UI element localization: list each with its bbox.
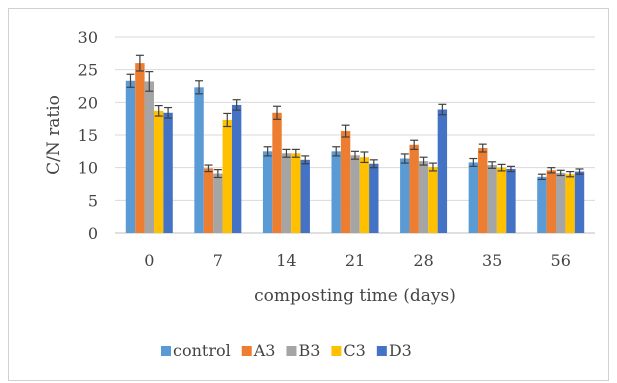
bar (428, 167, 438, 233)
bar (331, 151, 341, 233)
legend-swatch (376, 346, 387, 356)
bar (487, 165, 497, 233)
legend-swatch (241, 346, 252, 356)
bar (153, 110, 164, 233)
y-tick-label: 30 (78, 28, 98, 47)
y-tick-label: 15 (78, 126, 98, 145)
x-tick-label: 56 (551, 251, 571, 270)
y-tick-label: 20 (78, 93, 98, 112)
bar (194, 87, 204, 233)
y-tick-label: 25 (78, 61, 98, 80)
bar (478, 148, 488, 233)
bar (369, 163, 379, 233)
bar (565, 174, 575, 233)
bar (135, 63, 145, 234)
x-axis-title: composting time (days) (254, 286, 456, 306)
bar (231, 104, 242, 234)
bar (418, 161, 429, 233)
bar (281, 153, 292, 233)
x-tick-label: 7 (213, 251, 223, 270)
legend: control A3 B3 C3 D3 (161, 341, 412, 360)
bar (262, 151, 273, 233)
bar (272, 112, 282, 233)
x-tick-label: 0 (144, 251, 154, 270)
bar (125, 80, 136, 233)
y-tick-label: 10 (78, 159, 98, 178)
bar (496, 167, 507, 233)
x-tick-label: 14 (276, 251, 296, 270)
bar (556, 172, 566, 233)
bar (340, 131, 351, 233)
bar (300, 159, 310, 233)
bar (537, 176, 547, 233)
bar (203, 168, 214, 233)
bar (163, 112, 173, 233)
y-tick-label: 5 (88, 191, 98, 210)
legend-label: B3 (298, 341, 320, 360)
x-tick-label: 28 (413, 251, 433, 270)
bar (437, 109, 448, 233)
legend-swatch (286, 346, 297, 356)
x-tick-label: 35 (482, 251, 502, 270)
legend-label: control (173, 341, 231, 360)
x-tick-labels: 0 7 14 21 28 35 56 (144, 251, 571, 270)
bar (359, 157, 370, 233)
bar (291, 153, 301, 233)
error-bar-layer (126, 54, 584, 181)
bar (400, 158, 410, 233)
legend-label: D3 (389, 341, 412, 360)
bar (350, 155, 360, 233)
x-tick-label: 21 (345, 251, 365, 270)
bar (213, 173, 223, 233)
bar (574, 171, 585, 233)
bar (468, 162, 479, 233)
legend-swatch (331, 346, 342, 356)
y-axis-title: C/N ratio (44, 95, 64, 175)
bar (506, 168, 516, 233)
y-tick-label: 0 (88, 224, 98, 243)
y-tick-labels: 0 5 10 15 20 25 30 (78, 28, 98, 243)
bar (144, 81, 154, 233)
bar (546, 170, 557, 233)
bar (222, 119, 232, 233)
legend-label: A3 (253, 341, 276, 360)
bar (409, 144, 419, 233)
bar-layer (125, 63, 585, 234)
legend-swatch (161, 346, 171, 356)
legend-label: C3 (343, 341, 365, 360)
